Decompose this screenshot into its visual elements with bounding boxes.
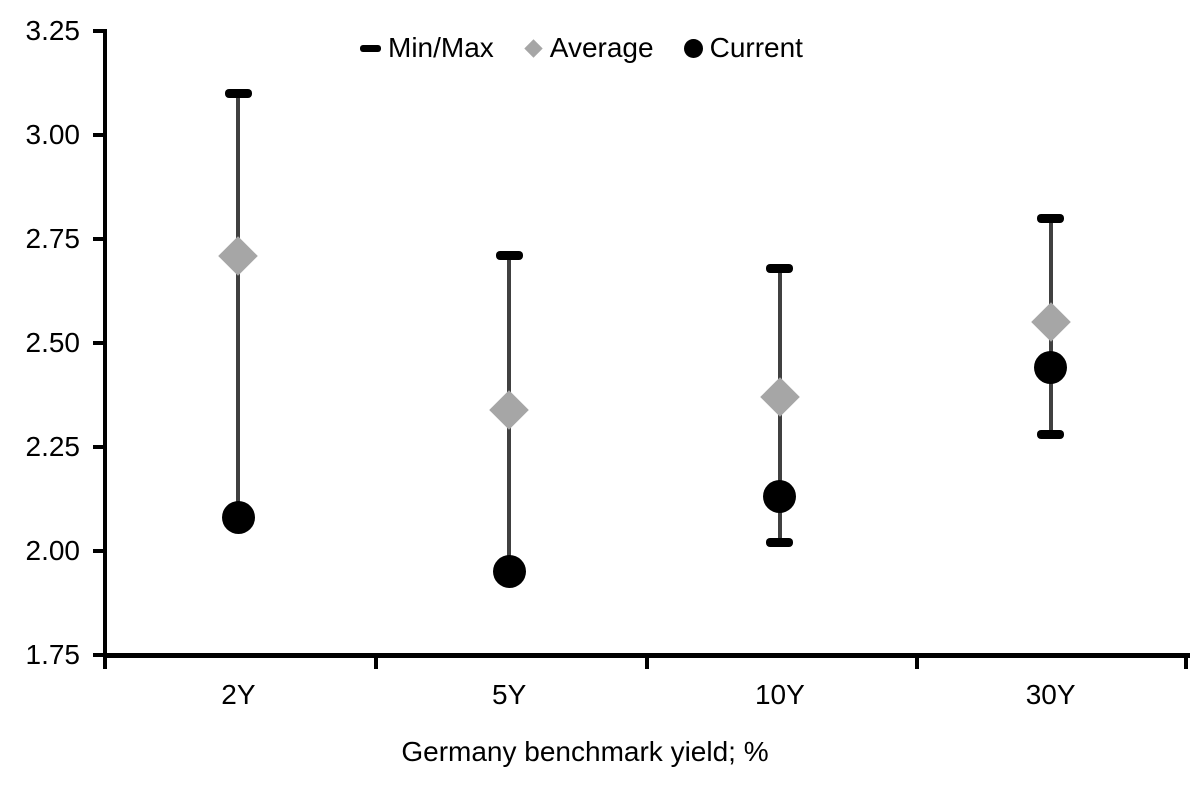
x-category-label: 30Y [1025,679,1076,710]
legend: Min/Max Average Current [360,30,803,66]
x-category-label: 5Y [492,679,527,710]
x-tick [644,655,649,669]
y-tick [93,445,103,449]
x-category-label: 10Y [754,679,805,710]
max-cap-10y [766,263,794,273]
min-cap-10y [766,538,794,548]
legend-label-average: Average [549,32,654,63]
average-diamond-icon [524,38,543,58]
max-cap-30y [1037,213,1065,223]
current-marker-10y [763,480,797,514]
y-tick [93,549,103,553]
current-marker-30y [1034,351,1068,385]
current-marker-5y [492,555,526,589]
legend-item-average: Average [524,31,654,65]
y-tick-label: 3.25 [25,15,81,46]
y-axis-line [103,29,107,659]
average-marker-5y [489,389,529,430]
x-category-label: 2Y [221,679,256,710]
average-marker-10y [760,377,800,417]
x-tick [915,655,920,669]
y-tick-label: 1.75 [25,639,81,670]
min-cap-30y [1037,430,1065,440]
legend-label-minmax: Min/Max [388,32,494,63]
current-circle-icon [683,38,703,58]
y-tick-label: 2.50 [25,327,81,358]
average-marker-2y [218,235,259,276]
errorbar-2y [236,93,241,518]
y-tick-label: 2.75 [25,223,81,254]
current-marker-2y [221,501,255,535]
max-cap-5y [495,251,523,261]
average-marker-30y [1030,302,1071,342]
y-tick [93,237,103,241]
y-tick-label: 2.25 [25,431,81,462]
y-tick [93,29,103,33]
x-axis-title: Germany benchmark yield; % [401,736,769,767]
legend-item-current: Current [683,31,803,65]
x-tick [103,655,107,669]
legend-item-minmax: Min/Max [360,31,494,65]
y-tick-label: 3.00 [25,119,81,150]
y-tick-label: 2.00 [25,535,81,566]
x-tick [1184,655,1188,669]
y-tick [93,341,103,345]
legend-label-current: Current [709,32,803,63]
x-tick [373,655,378,669]
max-cap-2y [224,88,252,98]
y-tick [93,133,103,137]
minmax-dash-icon [360,44,381,52]
y-tick [93,653,103,657]
